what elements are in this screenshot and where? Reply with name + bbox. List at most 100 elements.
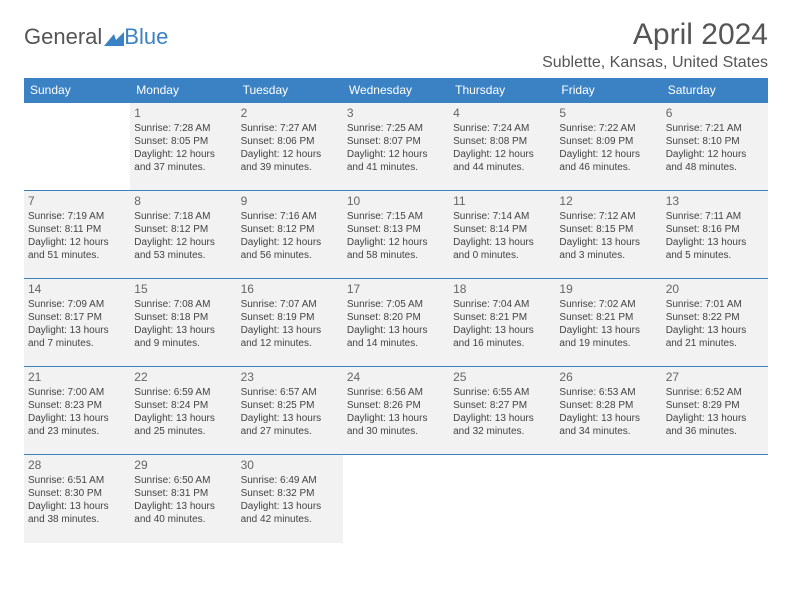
day-sunset: Sunset: 8:18 PM (134, 312, 232, 325)
calendar-day-cell: 26Sunrise: 6:53 AMSunset: 8:28 PMDayligh… (555, 367, 661, 455)
day-number: 24 (347, 370, 445, 385)
day-d2: and 37 minutes. (134, 162, 232, 175)
day-sunset: Sunset: 8:21 PM (453, 312, 551, 325)
calendar-day-cell: 4Sunrise: 7:24 AMSunset: 8:08 PMDaylight… (449, 103, 555, 191)
page-title: April 2024 (542, 18, 768, 52)
day-d1: Daylight: 12 hours (559, 149, 657, 162)
calendar-day-cell: 16Sunrise: 7:07 AMSunset: 8:19 PMDayligh… (237, 279, 343, 367)
day-d2: and 58 minutes. (347, 250, 445, 263)
calendar-day-cell: 28Sunrise: 6:51 AMSunset: 8:30 PMDayligh… (24, 455, 130, 543)
calendar-day-cell (24, 103, 130, 191)
day-d2: and 46 minutes. (559, 162, 657, 175)
dayhead-thu: Thursday (449, 78, 555, 103)
day-sunset: Sunset: 8:11 PM (28, 224, 126, 237)
dayhead-mon: Monday (130, 78, 236, 103)
day-sunrise: Sunrise: 7:00 AM (28, 387, 126, 400)
day-d1: Daylight: 13 hours (134, 413, 232, 426)
calendar-day-cell (555, 455, 661, 543)
day-d1: Daylight: 13 hours (347, 325, 445, 338)
day-number: 11 (453, 194, 551, 209)
day-number: 30 (241, 458, 339, 473)
day-d2: and 7 minutes. (28, 338, 126, 351)
day-number: 12 (559, 194, 657, 209)
day-sunrise: Sunrise: 7:22 AM (559, 123, 657, 136)
day-d2: and 36 minutes. (666, 426, 764, 439)
day-d1: Daylight: 13 hours (453, 413, 551, 426)
day-d2: and 48 minutes. (666, 162, 764, 175)
calendar-day-cell: 17 Sunrise: 7:05 AMSunset: 8:20 PMDayligh… (343, 279, 449, 367)
calendar-day-cell (449, 455, 555, 543)
day-d1: Daylight: 13 hours (559, 413, 657, 426)
day-sunrise: Sunrise: 7:05 AM (347, 299, 445, 312)
day-number: 23 (241, 370, 339, 385)
day-sunset: Sunset: 8:05 PM (134, 136, 232, 149)
calendar-day-cell: 24Sunrise: 6:56 AMSunset: 8:26 PMDayligh… (343, 367, 449, 455)
day-number: 15 (134, 282, 232, 297)
day-sunset: Sunset: 8:09 PM (559, 136, 657, 149)
day-sunrise: Sunrise: 6:52 AM (666, 387, 764, 400)
day-d2: and 42 minutes. (241, 514, 339, 527)
day-sunrise: Sunrise: 7:04 AM (453, 299, 551, 312)
calendar-week-row: 7Sunrise: 7:19 AMSunset: 8:11 PMDaylight… (24, 191, 768, 279)
day-number: 21 (28, 370, 126, 385)
day-d2: and 23 minutes. (28, 426, 126, 439)
day-sunset: Sunset: 8:29 PM (666, 400, 764, 413)
day-number: 4 (453, 106, 551, 121)
day-d1: Daylight: 13 hours (666, 413, 764, 426)
day-sunrise: Sunrise: 7:12 AM (559, 211, 657, 224)
day-d2: and 40 minutes. (134, 514, 232, 527)
day-d1: Daylight: 13 hours (134, 501, 232, 514)
calendar-day-cell: 5 Sunrise: 7:22 AMSunset: 8:09 PMDaylight… (555, 103, 661, 191)
dayhead-fri: Friday (555, 78, 661, 103)
day-sunset: Sunset: 8:27 PM (453, 400, 551, 413)
day-sunset: Sunset: 8:22 PM (666, 312, 764, 325)
calendar-day-cell: 3Sunrise: 7:25 AMSunset: 8:07 PMDaylight… (343, 103, 449, 191)
calendar-week-row: 1Sunrise: 7:28 AMSunset: 8:05 PMDaylight… (24, 103, 768, 191)
day-sunset: Sunset: 8:12 PM (134, 224, 232, 237)
day-sunset: Sunset: 8:08 PM (453, 136, 551, 149)
calendar-day-cell: 22Sunrise: 6:59 AMSunset: 8:24 PMDayligh… (130, 367, 236, 455)
calendar-day-cell: 21Sunrise: 7:00 AMSunset: 8:23 PMDayligh… (24, 367, 130, 455)
calendar-day-cell: 18Sunrise: 7:04 AMSunset: 8:21 PMDayligh… (449, 279, 555, 367)
day-sunset: Sunset: 8:15 PM (559, 224, 657, 237)
title-block: April 2024 Sublette, Kansas, United Stat… (542, 18, 768, 72)
day-sunrise: Sunrise: 6:49 AM (241, 475, 339, 488)
calendar-week-row: 21Sunrise: 7:00 AMSunset: 8:23 PMDayligh… (24, 367, 768, 455)
day-sunset: Sunset: 8:30 PM (28, 488, 126, 501)
day-d2: and 5 minutes. (666, 250, 764, 263)
calendar-day-cell: 14Sunrise: 7:09 AMSunset: 8:17 PMDayligh… (24, 279, 130, 367)
calendar-day-cell: 29Sunrise: 6:50 AMSunset: 8:31 PMDayligh… (130, 455, 236, 543)
logo-text-b: Blue (124, 24, 168, 50)
day-sunrise: Sunrise: 6:50 AM (134, 475, 232, 488)
day-d1: Daylight: 13 hours (453, 325, 551, 338)
calendar-day-cell: 2Sunrise: 7:27 AMSunset: 8:06 PMDaylight… (237, 103, 343, 191)
day-number: 28 (28, 458, 126, 473)
day-number: 1 (134, 106, 232, 121)
day-number: 10 (347, 194, 445, 209)
day-d2: and 9 minutes. (134, 338, 232, 351)
day-number: 26 (559, 370, 657, 385)
day-sunset: Sunset: 8:20 PM (347, 312, 445, 325)
day-d1: Daylight: 12 hours (347, 237, 445, 250)
day-d1: Daylight: 13 hours (666, 237, 764, 250)
day-d1: Daylight: 13 hours (559, 325, 657, 338)
day-d1: Daylight: 13 hours (134, 325, 232, 338)
day-d2: and 56 minutes. (241, 250, 339, 263)
logo-text-a: General (24, 24, 102, 50)
day-sunset: Sunset: 8:28 PM (559, 400, 657, 413)
day-d1: Daylight: 13 hours (453, 237, 551, 250)
day-d2: and 34 minutes. (559, 426, 657, 439)
day-sunset: Sunset: 8:10 PM (666, 136, 764, 149)
day-d2: and 39 minutes. (241, 162, 339, 175)
calendar-day-cell: 1Sunrise: 7:28 AMSunset: 8:05 PMDaylight… (130, 103, 236, 191)
calendar-day-cell: 12Sunrise: 7:12 AMSunset: 8:15 PMDayligh… (555, 191, 661, 279)
day-number: 17 (347, 282, 445, 297)
day-sunset: Sunset: 8:26 PM (347, 400, 445, 413)
calendar-day-cell (662, 455, 768, 543)
day-number: 5 (559, 106, 657, 121)
day-number: 19 (559, 282, 657, 297)
day-number: 8 (134, 194, 232, 209)
day-d2: and 25 minutes. (134, 426, 232, 439)
day-d1: Daylight: 13 hours (347, 413, 445, 426)
calendar-day-cell (343, 455, 449, 543)
